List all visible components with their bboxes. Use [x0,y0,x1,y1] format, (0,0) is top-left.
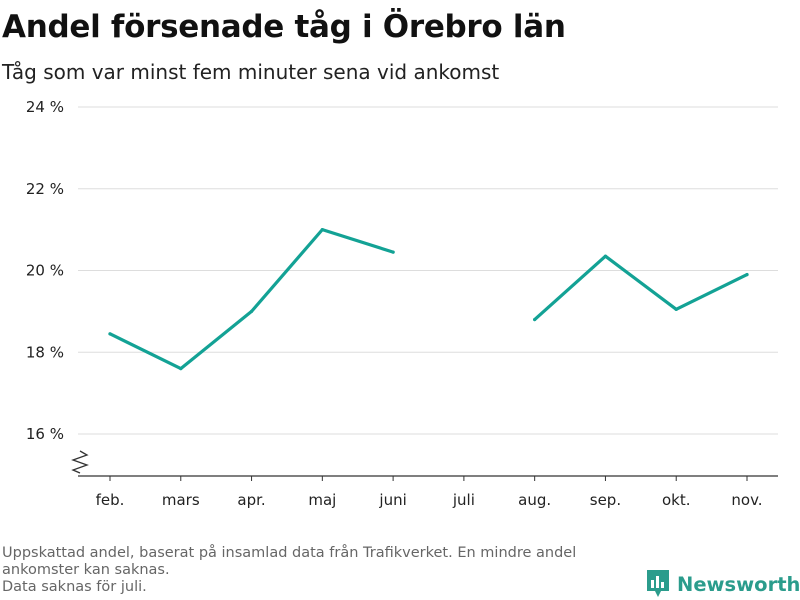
chart-subtitle: Tåg som var minst fem minuter sena vid a… [2,60,500,84]
series-line [533,254,749,322]
grid-lines [78,106,778,435]
x-tick-label: juli [452,491,475,509]
data-point [674,307,678,311]
footnote-missing-data: Data saknas för juli. [2,579,147,595]
x-tick-label: feb. [96,491,125,509]
y-tick-label: 22 % [26,180,64,198]
footnote: Uppskattad andel, baserat på insamlad da… [2,545,632,596]
x-tick-label: juni [378,491,406,509]
data-point [179,367,183,371]
axis-break-icon [71,450,89,474]
line-chart: 16 % 18 % 20 % 22 % 24 % feb. mars apr. maj juni… [26,98,778,509]
y-axis-ticks: 16 % 18 % 20 % 22 % 24 % [26,98,64,443]
series-lines [108,228,749,371]
data-point [745,272,749,277]
footnote-source: Uppskattad andel, baserat på insamlad da… [2,545,577,578]
x-tick-label: mars [162,491,200,509]
x-tick-label: sep. [590,491,621,509]
brand-name: Newsworthy [677,572,800,596]
x-tick-label: nov. [731,491,762,509]
y-tick-label: 16 % [26,425,64,443]
series-line [108,228,395,371]
chart-title: Andel försenade tåg i Örebro län [2,9,566,45]
data-point [533,317,537,322]
data-point [320,228,324,232]
x-tick-label: maj [308,491,336,509]
x-axis: feb. mars apr. maj juni juli aug. sep. okt. nov. [71,450,778,509]
x-tick-label: apr. [237,491,265,509]
y-tick-label: 24 % [26,98,64,116]
data-point [249,309,254,313]
data-point [391,250,395,254]
data-point [108,332,112,336]
newsworthy-logo-icon [647,570,669,597]
brand-logo: Newsworthy [645,569,800,599]
y-tick-label: 20 % [26,262,64,280]
x-tick-label: okt. [662,491,691,509]
data-point [603,254,608,258]
y-tick-label: 18 % [26,343,64,361]
x-tick-label: aug. [518,491,551,509]
